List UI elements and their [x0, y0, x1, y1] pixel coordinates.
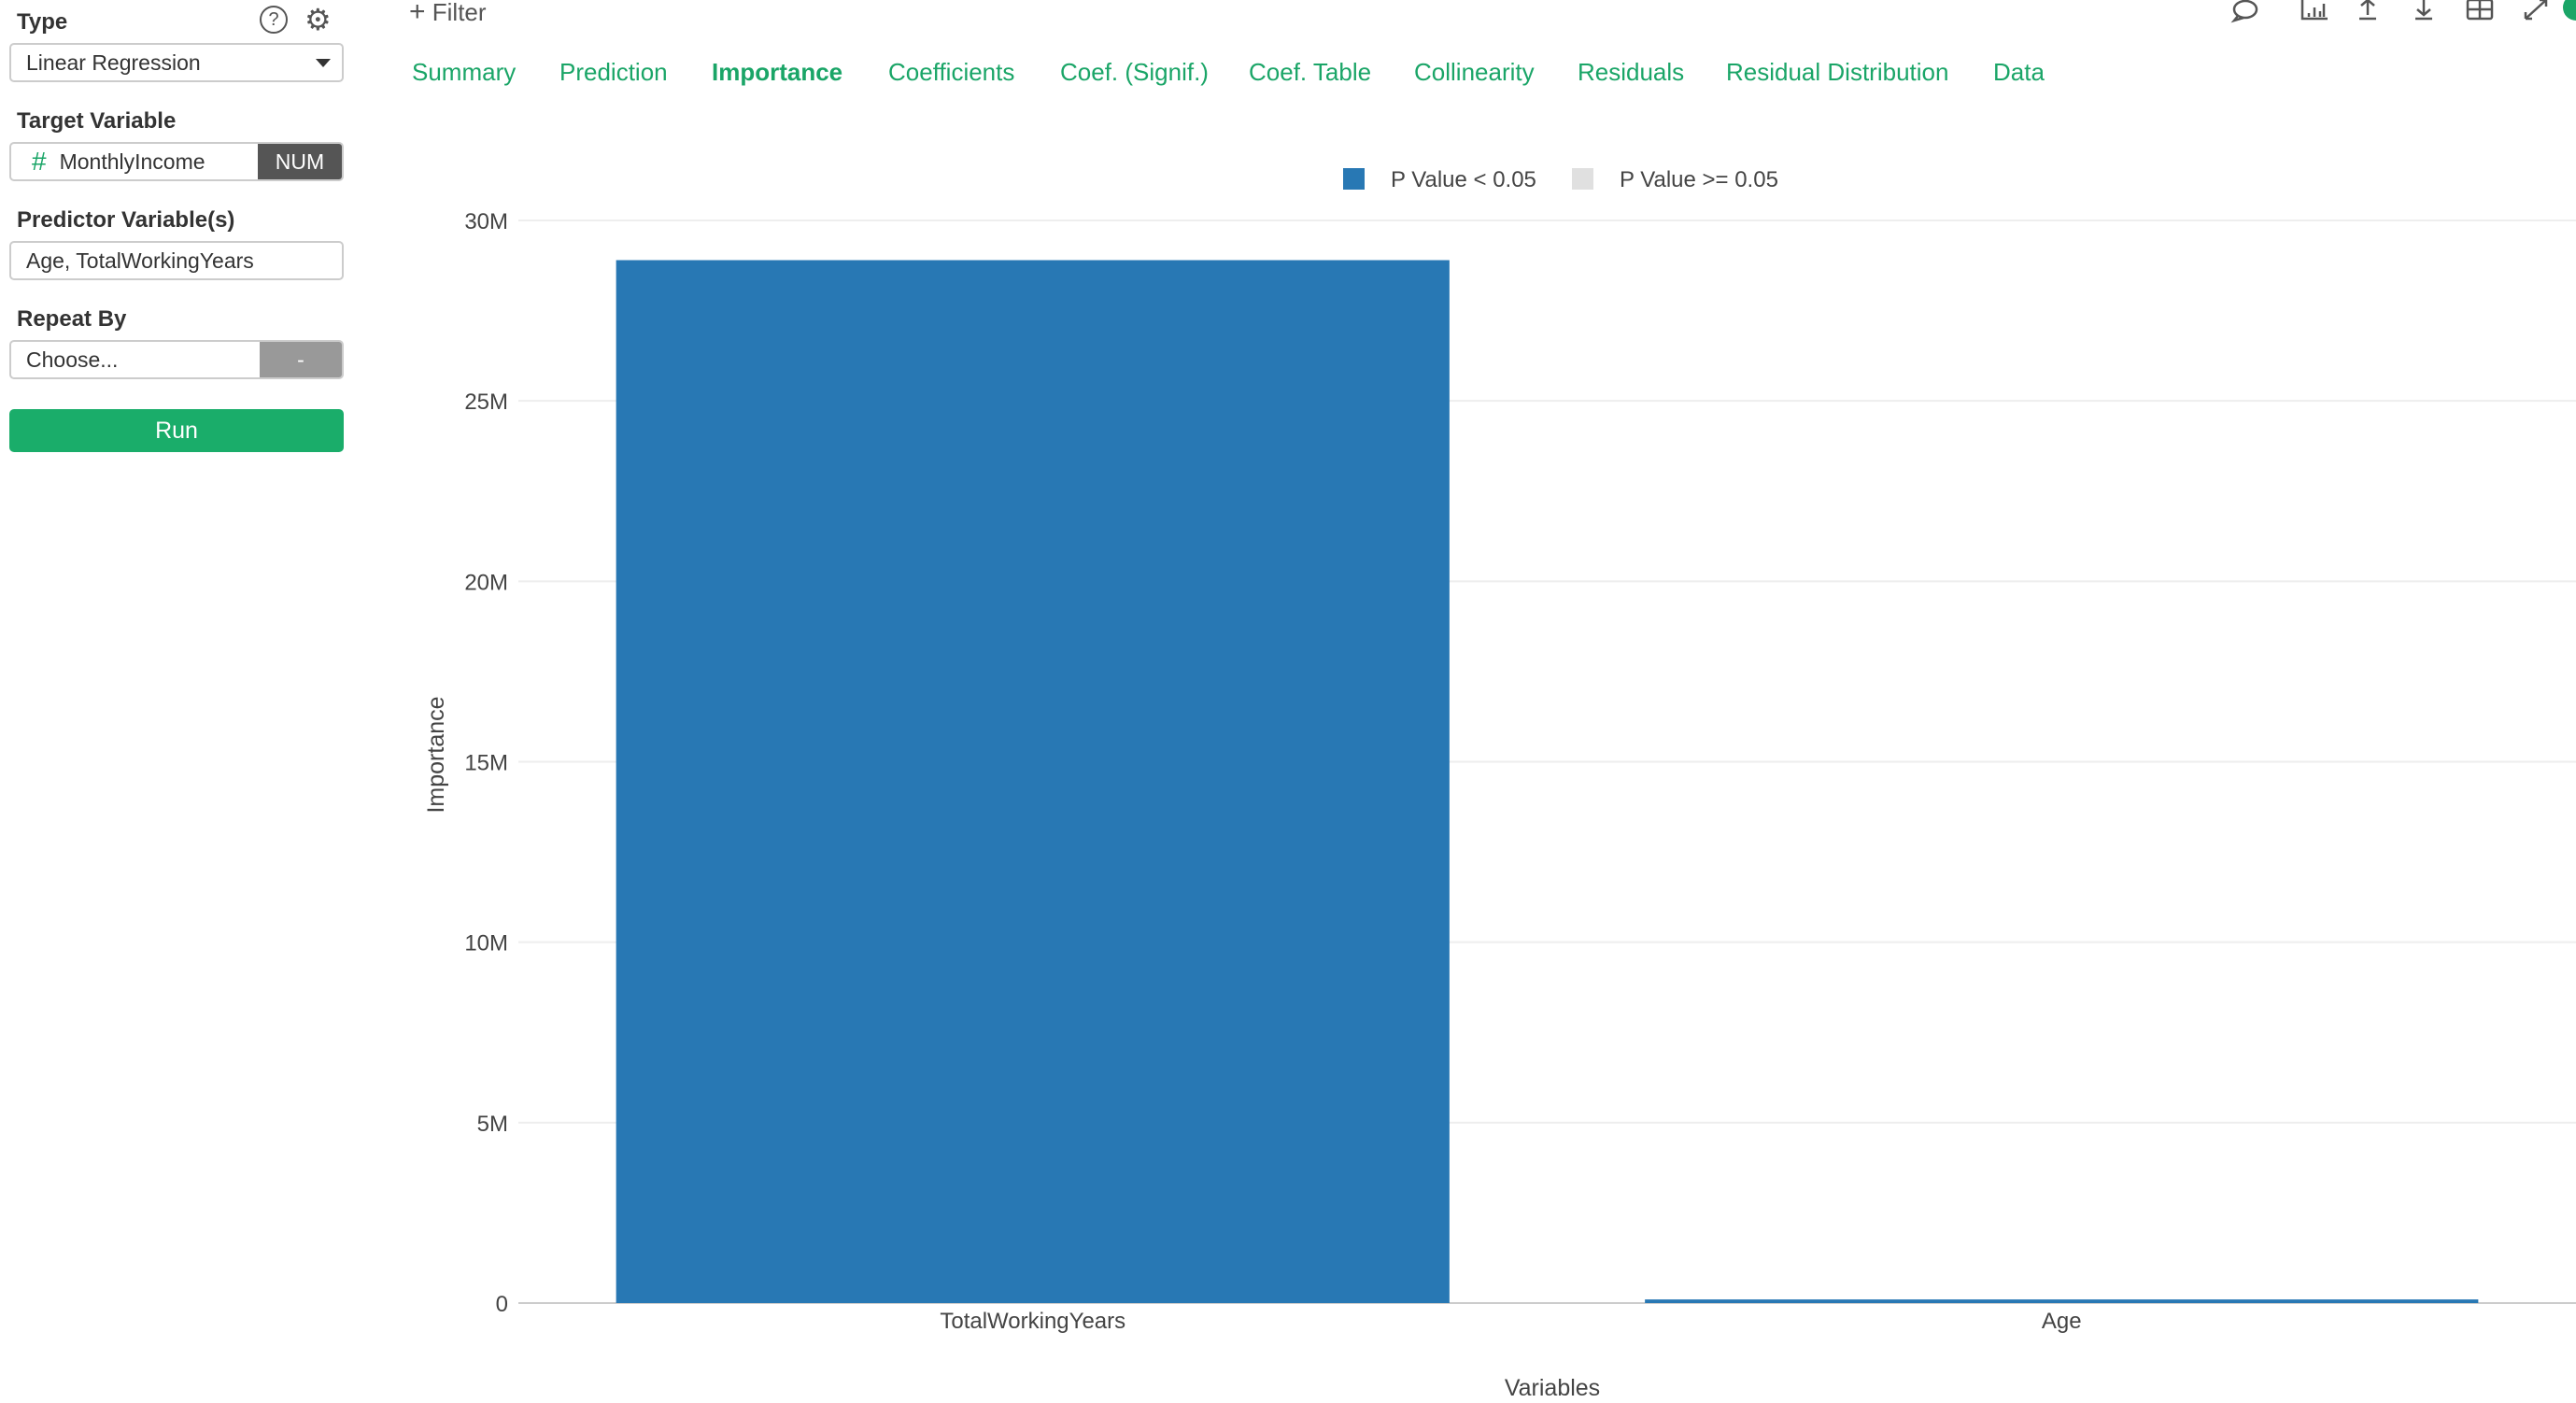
chart-icon[interactable] [2300, 0, 2328, 21]
tab-prediction[interactable]: Prediction [559, 58, 668, 86]
bar-Age[interactable] [1645, 1299, 2479, 1303]
y-tick-label: 0 [496, 1292, 508, 1317]
predictor-label: Predictor Variable(s) [17, 207, 235, 233]
comment-icon[interactable] [2230, 0, 2258, 23]
y-tick-label: 20M [464, 570, 508, 595]
table-icon[interactable] [2466, 0, 2494, 21]
repeat-placeholder: Choose... [26, 347, 119, 372]
target-label: Target Variable [17, 108, 177, 134]
type-select[interactable]: Linear Regression [9, 43, 344, 82]
tab-importance[interactable]: Importance [712, 58, 843, 86]
y-axis-title: Importance [423, 696, 449, 813]
legend-label-not-significant: P Value >= 0.05 [1620, 167, 1778, 192]
predictor-field[interactable]: Age, TotalWorkingYears [9, 241, 344, 280]
toolbar-icons [2230, 0, 2576, 23]
y-tick-label: 15M [464, 751, 508, 776]
target-value: MonthlyIncome [59, 149, 205, 174]
expand-icon[interactable] [2524, 0, 2548, 21]
type-badge: NUM [258, 144, 342, 179]
download-icon[interactable] [2415, 0, 2432, 21]
run-button[interactable]: Run [9, 409, 344, 452]
type-label: Type [17, 9, 68, 35]
tab-summary[interactable]: Summary [412, 58, 517, 86]
tab-residual-distribution[interactable]: Residual Distribution [1726, 58, 1949, 86]
repeat-label: Repeat By [17, 306, 127, 332]
filter-label: Filter [432, 0, 487, 26]
caret-down-icon [316, 59, 331, 67]
upload-icon[interactable] [2359, 0, 2376, 21]
avatar[interactable] [2563, 0, 2576, 21]
tab-collinearity[interactable]: Collinearity [1414, 58, 1535, 86]
y-tick-label: 10M [464, 931, 508, 957]
y-tick-label: 30M [464, 209, 508, 234]
x-tick-label: Age [2042, 1309, 2082, 1334]
legend-swatch-significant [1343, 168, 1365, 190]
tab-residuals[interactable]: Residuals [1578, 58, 1685, 86]
x-axis-title: Variables [1505, 1375, 1600, 1401]
y-tick-label: 5M [477, 1112, 508, 1137]
plus-icon: + [409, 0, 426, 27]
type-select-value: Linear Regression [26, 50, 201, 75]
help-icon[interactable]: ? [260, 6, 288, 34]
legend-label-significant: P Value < 0.05 [1391, 167, 1536, 192]
legend-swatch-not-significant [1572, 168, 1593, 190]
tab-data[interactable]: Data [1993, 58, 2045, 86]
target-field[interactable]: # MonthlyIncome NUM [9, 142, 344, 181]
tab-coefficients[interactable]: Coefficients [888, 58, 1015, 86]
hash-icon: # [32, 147, 47, 176]
filter-button[interactable]: + Filter [409, 0, 487, 28]
repeat-field[interactable]: Choose... - [9, 340, 344, 379]
tab-coef-signif[interactable]: Coef. (Signif.) [1060, 58, 1209, 86]
bar-TotalWorkingYears[interactable] [616, 260, 1450, 1303]
gear-icon[interactable]: ⚙ [304, 3, 332, 36]
legend: P Value < 0.05 P Value >= 0.05 [1343, 167, 1778, 192]
repeat-clear-button[interactable]: - [260, 342, 342, 377]
tab-coef-table[interactable]: Coef. Table [1249, 58, 1372, 86]
x-tick-label: TotalWorkingYears [940, 1309, 1125, 1334]
y-tick-label: 25M [464, 390, 508, 415]
